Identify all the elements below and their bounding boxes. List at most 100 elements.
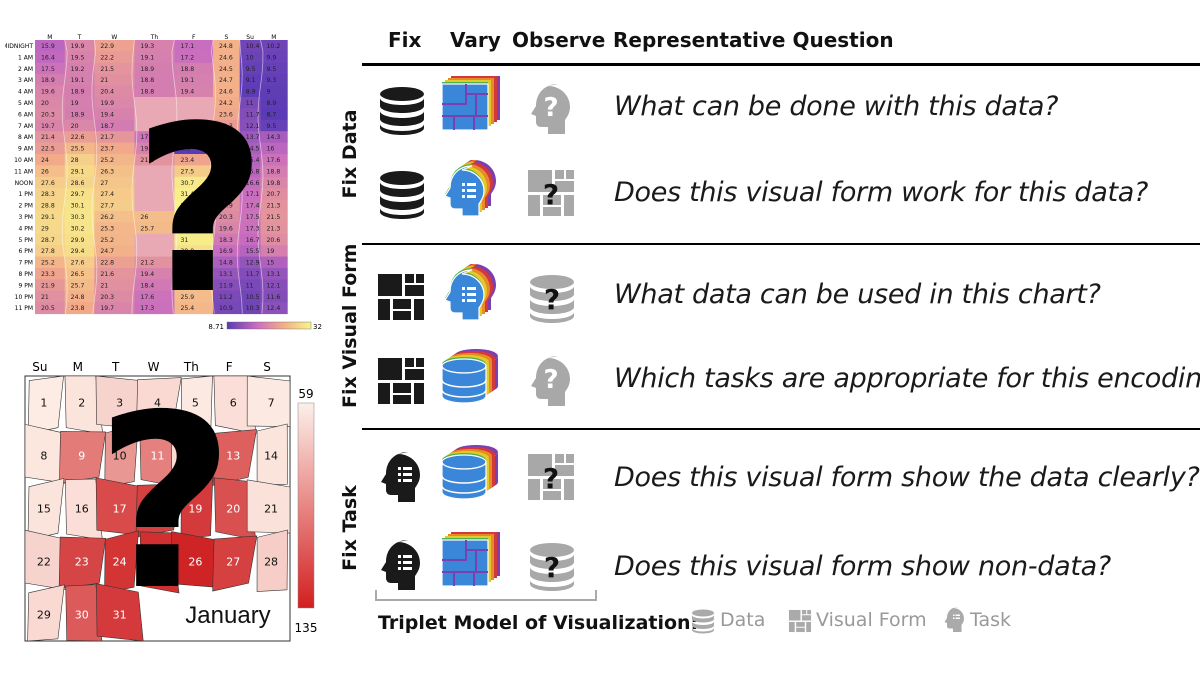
- heatmap-cell-value: 19.6: [41, 89, 55, 96]
- heatmap-cell: [213, 165, 241, 178]
- heatmap-cell-value: 14.3: [266, 134, 280, 141]
- heatmap-cell-value: 20: [41, 100, 49, 107]
- task-icon: [376, 540, 424, 596]
- heatmap-cell-value: 25.3: [100, 225, 114, 232]
- heatmap-cell-value: 19.7: [41, 123, 55, 130]
- heatmap-cell-value: 25.2: [41, 260, 55, 267]
- data-icon: [376, 84, 428, 140]
- heatmap-cell-value: 29.1: [71, 168, 85, 175]
- heatmap-cell: [35, 268, 66, 280]
- varied-visual-form-icon: [440, 530, 502, 598]
- heatmap-cell: [64, 290, 95, 303]
- heatmap-cell-value: 20.3: [100, 294, 114, 301]
- heatmap-cell: [174, 40, 214, 52]
- group-label-fix-task: Fix Task: [339, 485, 361, 571]
- data-icon: [376, 168, 428, 224]
- calendar-cell: [212, 429, 257, 486]
- heatmap-cell-value: 28.6: [71, 180, 85, 187]
- heatmap-cell-value: 20.3: [41, 111, 55, 118]
- calendar-cell: [256, 423, 288, 486]
- heatmap-cell-value: 8.9: [246, 89, 256, 96]
- heatmap-cell-value: 29.9: [71, 237, 85, 244]
- calendar-cell: [256, 529, 288, 592]
- heatmap-cell: [94, 154, 135, 166]
- heatmap-cell: [35, 51, 66, 64]
- heatmap-cell-value: 28.7: [41, 237, 55, 244]
- visual-form-question-icon: ?: [526, 452, 576, 506]
- heatmap-cell: [260, 85, 288, 98]
- heatmap-cell-value: 13.1: [219, 271, 233, 278]
- heatmap-cell-value: 17.5: [41, 66, 55, 73]
- heatmap-cell-value: 20.7: [266, 191, 280, 198]
- heatmap-cell-value: 19.4: [180, 89, 194, 96]
- calendar-cell: [180, 476, 214, 540]
- heatmap-cell-value: 25.9: [180, 294, 194, 301]
- heatmap-cell: [213, 176, 241, 189]
- heatmap-cell-value: 17.4: [246, 203, 260, 210]
- heatmap-cell: [213, 119, 241, 132]
- heatmap-cell-value: 18.8: [266, 168, 280, 175]
- heatmap-cell-value: 10.4: [246, 43, 260, 50]
- heatmap-cell: [35, 154, 66, 166]
- heatmap-cell-value: 23.7: [100, 146, 114, 153]
- heatmap-cell-value: 23.6: [219, 111, 233, 118]
- heatmap-cell: [239, 108, 261, 121]
- heatmap-hour-label: NOON: [15, 180, 33, 187]
- heatmap-cell: [239, 97, 261, 109]
- heatmap-cell: [239, 279, 261, 292]
- calendar-cell: [95, 583, 144, 642]
- heatmap-cell-value: 21.5: [266, 214, 280, 221]
- heatmap-cell: [35, 302, 66, 315]
- calendar-cell: [58, 536, 107, 590]
- calendar-date: 5: [192, 397, 199, 410]
- heatmap-cell: [213, 40, 241, 52]
- heatmap-cell-value: 19.1: [180, 77, 194, 84]
- heatmap-cell-value: 22.6: [219, 146, 233, 153]
- heatmap-hour-label: 5 AM: [18, 100, 33, 107]
- table-rule-top: [362, 63, 1200, 66]
- heatmap-cell-value: 23.8: [71, 305, 85, 312]
- heatmap-cell: [239, 85, 261, 98]
- heatmap-cell-value: 31.4: [180, 191, 194, 198]
- heatmap-cell: [174, 188, 214, 201]
- heatmap-cell-value: 8.7: [266, 111, 276, 118]
- varied-data-icon: [440, 444, 502, 510]
- heatmap-cell-value: 26.5: [71, 271, 85, 278]
- heatmap-cell: [239, 131, 261, 144]
- heatmap-cell: [260, 131, 288, 144]
- heatmap-cell-value: 22.6: [71, 134, 85, 141]
- heatmap-cell-value: 21.5: [100, 66, 114, 73]
- calendar-date: 20: [226, 503, 240, 516]
- heatmap-color-scale: [226, 321, 312, 330]
- calendar-scale-top: 59: [298, 387, 313, 401]
- heatmap-hour-label: 1 PM: [18, 191, 33, 198]
- heatmap-cell-value: 19.1: [71, 77, 85, 84]
- heatmap-cell: [94, 233, 135, 246]
- heatmap-cell: [213, 85, 241, 98]
- heatmap-cell-value: 20: [71, 123, 79, 130]
- heatmap-cell: [35, 279, 66, 292]
- heatmap-cell-value: 23.1: [219, 134, 233, 141]
- heatmap-cell: [174, 256, 214, 269]
- heatmap-cell: [94, 74, 135, 87]
- heatmap-scale-max: 32: [313, 323, 322, 331]
- heatmap-cell-value: 11.9: [219, 282, 233, 289]
- calendar-date: 18: [151, 503, 165, 516]
- heatmap-cell: [35, 40, 66, 52]
- heatmap-cell: [35, 199, 66, 212]
- heatmap-hour-label: 2 PM: [18, 203, 33, 210]
- heatmap-day-labels: M T W Th F S Su M: [47, 34, 276, 41]
- heatmap-cell: [213, 268, 241, 280]
- calendar-question-mark: ?: [95, 363, 234, 643]
- heatmap-cell: [134, 176, 175, 189]
- heatmap-cell-value: 19.4: [100, 111, 114, 118]
- heatmap-cell-value: 28.3: [41, 191, 55, 198]
- heatmap-cell-value: 29.8: [180, 248, 194, 255]
- calendar-day-label: S: [263, 360, 271, 374]
- svg-text:?: ?: [543, 178, 559, 211]
- calendar-date: 12: [188, 450, 202, 463]
- heatmap-cell: [260, 211, 288, 223]
- heatmap-cell-value: 17.6: [140, 294, 154, 301]
- heatmap-cell-value: 19: [71, 100, 79, 107]
